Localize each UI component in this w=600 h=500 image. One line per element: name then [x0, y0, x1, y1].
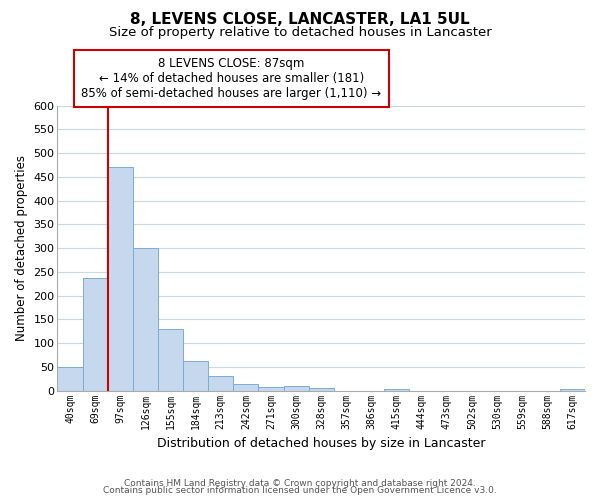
Bar	[58, 367, 83, 390]
Bar	[284, 386, 308, 390]
Bar	[233, 384, 259, 390]
Bar	[83, 278, 108, 390]
Bar	[183, 361, 208, 390]
Bar	[208, 376, 233, 390]
Bar	[259, 387, 284, 390]
Bar	[158, 329, 183, 390]
Text: Size of property relative to detached houses in Lancaster: Size of property relative to detached ho…	[109, 26, 491, 39]
Text: Contains HM Land Registry data © Crown copyright and database right 2024.: Contains HM Land Registry data © Crown c…	[124, 478, 476, 488]
X-axis label: Distribution of detached houses by size in Lancaster: Distribution of detached houses by size …	[157, 437, 485, 450]
Bar	[560, 388, 585, 390]
Text: 8 LEVENS CLOSE: 87sqm
← 14% of detached houses are smaller (181)
85% of semi-det: 8 LEVENS CLOSE: 87sqm ← 14% of detached …	[82, 57, 382, 100]
Text: Contains public sector information licensed under the Open Government Licence v3: Contains public sector information licen…	[103, 486, 497, 495]
Text: 8, LEVENS CLOSE, LANCASTER, LA1 5UL: 8, LEVENS CLOSE, LANCASTER, LA1 5UL	[130, 12, 470, 28]
Bar	[133, 248, 158, 390]
Y-axis label: Number of detached properties: Number of detached properties	[15, 155, 28, 341]
Bar	[108, 168, 133, 390]
Bar	[308, 388, 334, 390]
Bar	[384, 388, 409, 390]
